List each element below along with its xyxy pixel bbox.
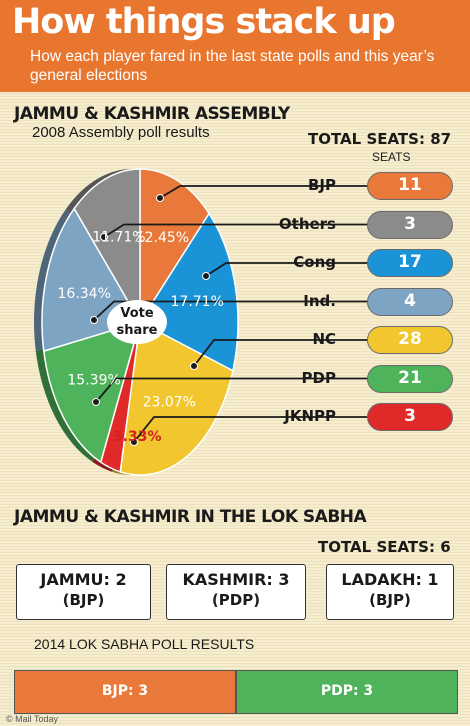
connector-nc: [193, 339, 368, 367]
pie-slice-nc: [119, 320, 234, 476]
pie-slice-others: [73, 168, 141, 325]
connector-cong: [205, 262, 368, 277]
lok-sabha-title: JAMMU & KASHMIR IN THE LOK SABHA: [14, 507, 367, 527]
pie-slice-pdp: [42, 320, 142, 464]
party-label-nc: NC: [312, 330, 336, 348]
constituency-name: LADAKH: 1: [341, 570, 439, 589]
connector-dot-others: [100, 233, 108, 241]
connector-dot-jknpp: [130, 438, 138, 446]
pie-label-others: 11.71%: [92, 229, 145, 245]
bar-segment-pdp: PDP: 3: [236, 670, 458, 714]
party-label-jknpp: JKNPP: [284, 407, 336, 425]
pie-label-nc: 23.07%: [143, 395, 196, 411]
lok-sabha-total-seats: TOTAL SEATS: 6: [318, 538, 451, 556]
bar-segment-bjp: BJP: 3: [14, 670, 236, 714]
connector-bjp: [159, 185, 368, 199]
constituency-ladakh: LADAKH: 1 (BJP): [326, 564, 454, 620]
party-label-bjp: BJP: [307, 176, 336, 194]
seat-count-jknpp: 3: [367, 403, 453, 431]
assembly-total-seats: TOTAL SEATS: 87: [308, 130, 452, 148]
page-title: How things stack up: [12, 2, 396, 42]
seat-count-pdp: 21: [367, 364, 453, 393]
seat-count-others: 3: [367, 210, 453, 239]
party-label-others: Others: [278, 214, 336, 233]
connector-dot-cong: [202, 272, 210, 280]
seat-count-ind: 4: [367, 287, 453, 316]
page-subtitle: How each player fared in the last state …: [30, 48, 435, 84]
pie-slice-bjp: [139, 168, 210, 325]
seat-count-nc: 28: [367, 326, 453, 354]
connector-dot-pdp: [92, 398, 100, 406]
assembly-subtitle: 2008 Assembly poll results: [32, 124, 210, 141]
seat-count-cong: 17: [367, 249, 453, 277]
header-banner: How things stack up How each player fare…: [0, 0, 470, 92]
seats-header: SEATS: [372, 150, 411, 164]
pie-label-ind: 16.34%: [58, 286, 111, 302]
constituency-party: (BJP): [369, 591, 411, 609]
assembly-title: JAMMU & KASHMIR ASSEMBLY: [14, 104, 290, 124]
connector-dot-nc: [190, 362, 198, 370]
connector-ind: [93, 300, 368, 321]
constituency-jammu: JAMMU: 2 (BJP): [16, 564, 151, 620]
pie-label-jknpp: 3.33%: [113, 429, 162, 445]
constituency-kashmir: KASHMIR: 3 (PDP): [166, 564, 306, 620]
pie-label-cong: 17.71%: [171, 294, 224, 310]
credit-text: © Mail Today: [6, 714, 58, 724]
constituency-party: (BJP): [62, 591, 105, 609]
party-label-pdp: PDP: [301, 368, 336, 387]
pie-center-badge: [107, 300, 167, 344]
pie-center-label-line1: Vote: [120, 306, 153, 321]
constituency-name: JAMMU: 2: [40, 570, 127, 589]
constituency-party: (PDP): [211, 591, 261, 609]
pie-center-label-line2: share: [117, 323, 158, 338]
constituency-name: KASHMIR: 3: [182, 570, 290, 589]
pie-label-bjp: 12.45%: [136, 230, 189, 246]
party-label-cong: Cong: [293, 253, 336, 271]
seat-count-bjp: 11: [367, 172, 453, 200]
lok-sabha-results-title: 2014 LOK SABHA POLL RESULTS: [34, 636, 255, 652]
connector-jknpp: [133, 416, 368, 443]
connector-dot-ind: [90, 316, 98, 324]
connector-dot-bjp: [156, 194, 164, 202]
pie-label-pdp: 15.39%: [67, 372, 120, 388]
connector-others: [103, 223, 368, 238]
party-label-ind: Ind.: [303, 291, 336, 310]
connector-pdp: [95, 377, 368, 403]
